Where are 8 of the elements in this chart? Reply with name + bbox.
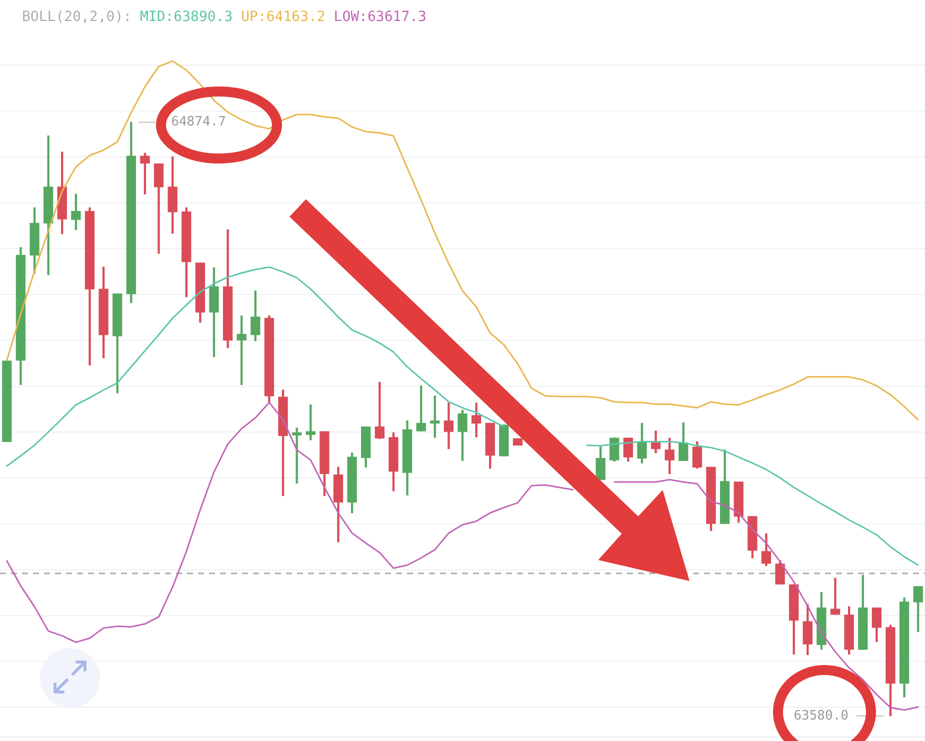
annotation: 64874.7 (171, 114, 226, 130)
text: UP:64163.2 (241, 9, 326, 25)
candlestick (292, 428, 302, 484)
text: LOW:63617.3 (334, 9, 426, 25)
candlestick (830, 578, 840, 615)
text: MID:63890.3 (140, 9, 233, 25)
annotation: 63580.0 (794, 708, 848, 724)
chart-title: BOLL(20,2,0): (22, 9, 132, 25)
